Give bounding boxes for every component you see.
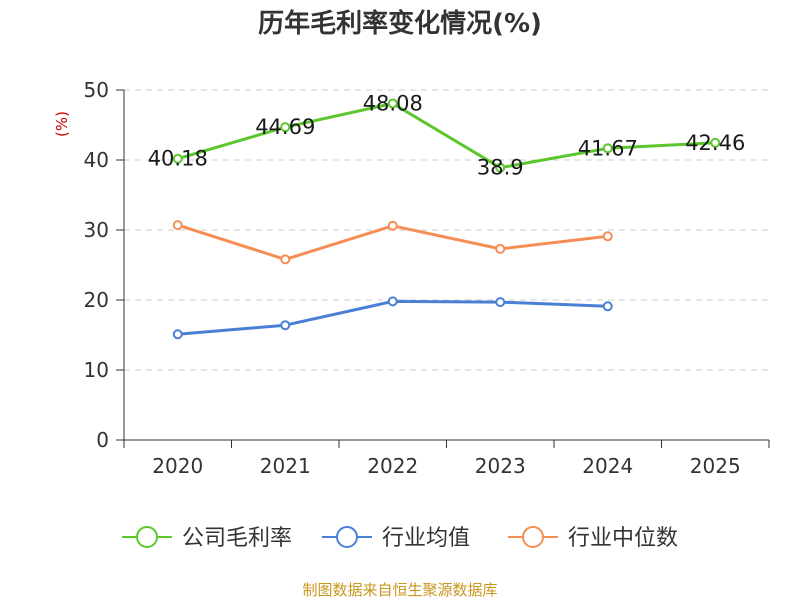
data-point[interactable] <box>495 162 506 173</box>
y-tick-label: 0 <box>96 428 109 452</box>
legend-item-2[interactable]: 行业均值 <box>322 526 470 551</box>
x-tick-label: 2020 <box>152 454 203 478</box>
data-point[interactable] <box>280 122 291 133</box>
x-tick-label: 2021 <box>260 454 311 478</box>
data-point[interactable] <box>172 153 183 164</box>
x-tick-label: 2023 <box>475 454 526 478</box>
data-label: 48.08 <box>363 91 423 115</box>
data-source-note: 制图数据来自恒生聚源数据库 <box>302 581 497 599</box>
y-tick-label: 20 <box>84 288 109 312</box>
data-point[interactable] <box>602 143 613 154</box>
legend-item-3[interactable]: 行业中位数 <box>508 526 678 551</box>
data-point[interactable] <box>495 297 506 308</box>
data-label: 42.46 <box>685 131 745 155</box>
data-point[interactable] <box>495 243 506 254</box>
axes: 0 10 20 30 40 50 2020 2021 2022 2023 2024 2025 <box>84 78 770 478</box>
legend-marker-icon <box>336 526 358 548</box>
x-tick-label: 2025 <box>690 454 741 478</box>
data-point[interactable] <box>602 231 613 242</box>
data-point[interactable] <box>602 301 613 312</box>
data-labels: 40.18 44.69 48.08 38.9 41.67 42.46 <box>148 91 746 179</box>
series-line-1 <box>177 101 716 170</box>
data-label: 41.67 <box>578 136 638 160</box>
data-point[interactable] <box>387 296 398 307</box>
data-point[interactable] <box>280 254 291 265</box>
y-tick-label: 10 <box>84 358 109 382</box>
legend[interactable]: 公司毛利率 行业均值 行业中位数 <box>122 526 678 551</box>
legend-marker-icon <box>136 526 158 548</box>
data-point[interactable] <box>387 220 398 231</box>
grid-lines <box>124 89 769 371</box>
y-tick-label: 50 <box>84 78 109 102</box>
legend-label: 行业中位数 <box>568 526 678 551</box>
chart-title: 历年毛利率变化情况(%) <box>258 8 542 39</box>
data-point[interactable] <box>710 137 721 148</box>
data-label: 44.69 <box>255 115 315 139</box>
data-point[interactable] <box>172 220 183 231</box>
y-axis-label: (%) <box>53 111 71 137</box>
legend-label: 行业均值 <box>382 526 470 551</box>
legend-marker-icon <box>522 526 544 548</box>
series-lines <box>172 98 721 340</box>
data-label: 40.18 <box>148 147 208 171</box>
x-tick-label: 2024 <box>582 454 633 478</box>
data-point[interactable] <box>172 329 183 340</box>
data-point[interactable] <box>280 320 291 331</box>
legend-item-1[interactable]: 公司毛利率 <box>122 526 292 551</box>
data-point[interactable] <box>387 98 398 109</box>
x-tick-label: 2022 <box>367 454 418 478</box>
legend-label: 公司毛利率 <box>182 526 292 551</box>
y-tick-label: 30 <box>84 218 109 242</box>
y-tick-label: 40 <box>84 148 109 172</box>
data-label: 38.9 <box>477 156 524 180</box>
